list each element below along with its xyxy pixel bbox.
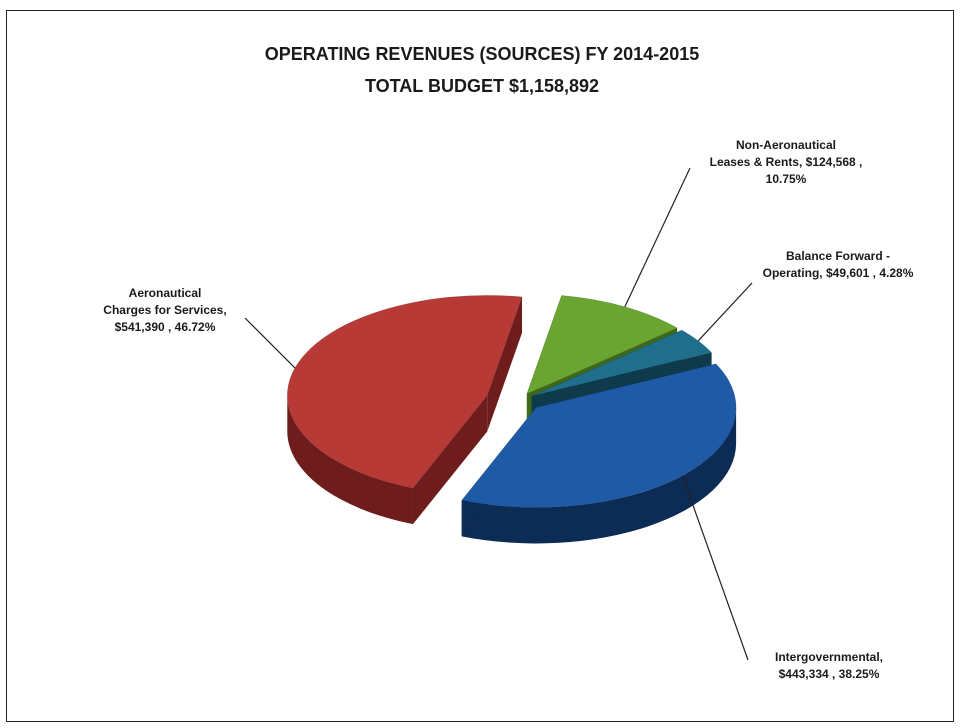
- slice-aeronautical-charges-for-services: [287, 295, 523, 489]
- slice-label-aeronautical: Aeronautical Charges for Services, $541,…: [103, 286, 227, 334]
- leader-line-non-aeronautical-leases-rents: [624, 167, 691, 307]
- slice-label-non-aeronautical: Non-Aeronautical Leases & Rents, $124,56…: [709, 138, 863, 186]
- chart-subtitle: TOTAL BUDGET $1,158,892: [364, 76, 600, 96]
- slice-wall-aeronautical-charges-for-services-0: [412, 395, 488, 525]
- slice-non-aeronautical-leases-rents: [526, 295, 678, 395]
- leader-line-intergovernmental: [681, 475, 749, 661]
- slice-balance-forward-operating: [531, 329, 713, 397]
- slice-wall-aeronautical-charges-for-services-1: [487, 296, 523, 432]
- leader-line-aeronautical-charges-for-services: [244, 317, 296, 369]
- slice-label-intergovernmental: Intergovernmental, $443,334 , 38.25%: [774, 650, 884, 681]
- pie-tops: [244, 167, 753, 661]
- slice-side-intergovernmental: [461, 407, 737, 544]
- slice-intergovernmental: [461, 363, 737, 508]
- slice-label-balance-forward: Balance Forward - Operating, $49,601 , 4…: [762, 249, 914, 280]
- leader-line-balance-forward-operating: [697, 282, 753, 342]
- slice-side-aeronautical-charges-for-services: [287, 395, 413, 525]
- chart-title: OPERATING REVENUES (SOURCES) FY 2014-201…: [264, 44, 700, 64]
